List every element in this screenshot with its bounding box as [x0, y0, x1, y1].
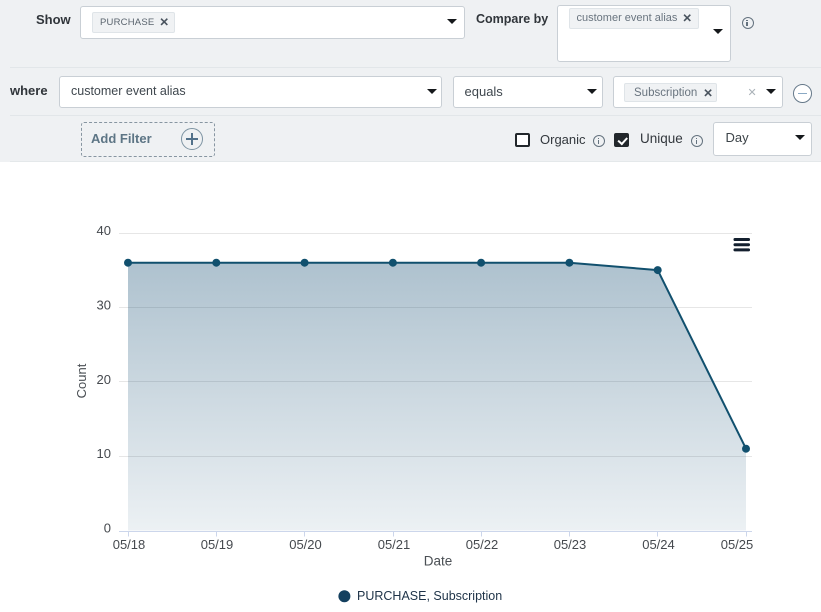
svg-text:0: 0 [104, 521, 111, 536]
svg-text:05/21: 05/21 [378, 537, 411, 552]
svg-text:05/18: 05/18 [113, 537, 146, 552]
svg-text:05/25: 05/25 [721, 537, 754, 552]
svg-text:05/23: 05/23 [554, 537, 587, 552]
svg-text:05/24: 05/24 [642, 537, 675, 552]
svg-text:PURCHASE, Subscription: PURCHASE, Subscription [357, 589, 502, 603]
svg-text:05/20: 05/20 [289, 537, 322, 552]
svg-text:40: 40 [97, 223, 111, 238]
svg-text:05/22: 05/22 [466, 537, 499, 552]
svg-text:Date: Date [424, 554, 453, 569]
svg-text:30: 30 [97, 297, 111, 312]
svg-text:05/19: 05/19 [201, 537, 234, 552]
svg-text:20: 20 [97, 372, 111, 387]
svg-text:10: 10 [97, 446, 111, 461]
svg-text:Count: Count [74, 363, 89, 398]
